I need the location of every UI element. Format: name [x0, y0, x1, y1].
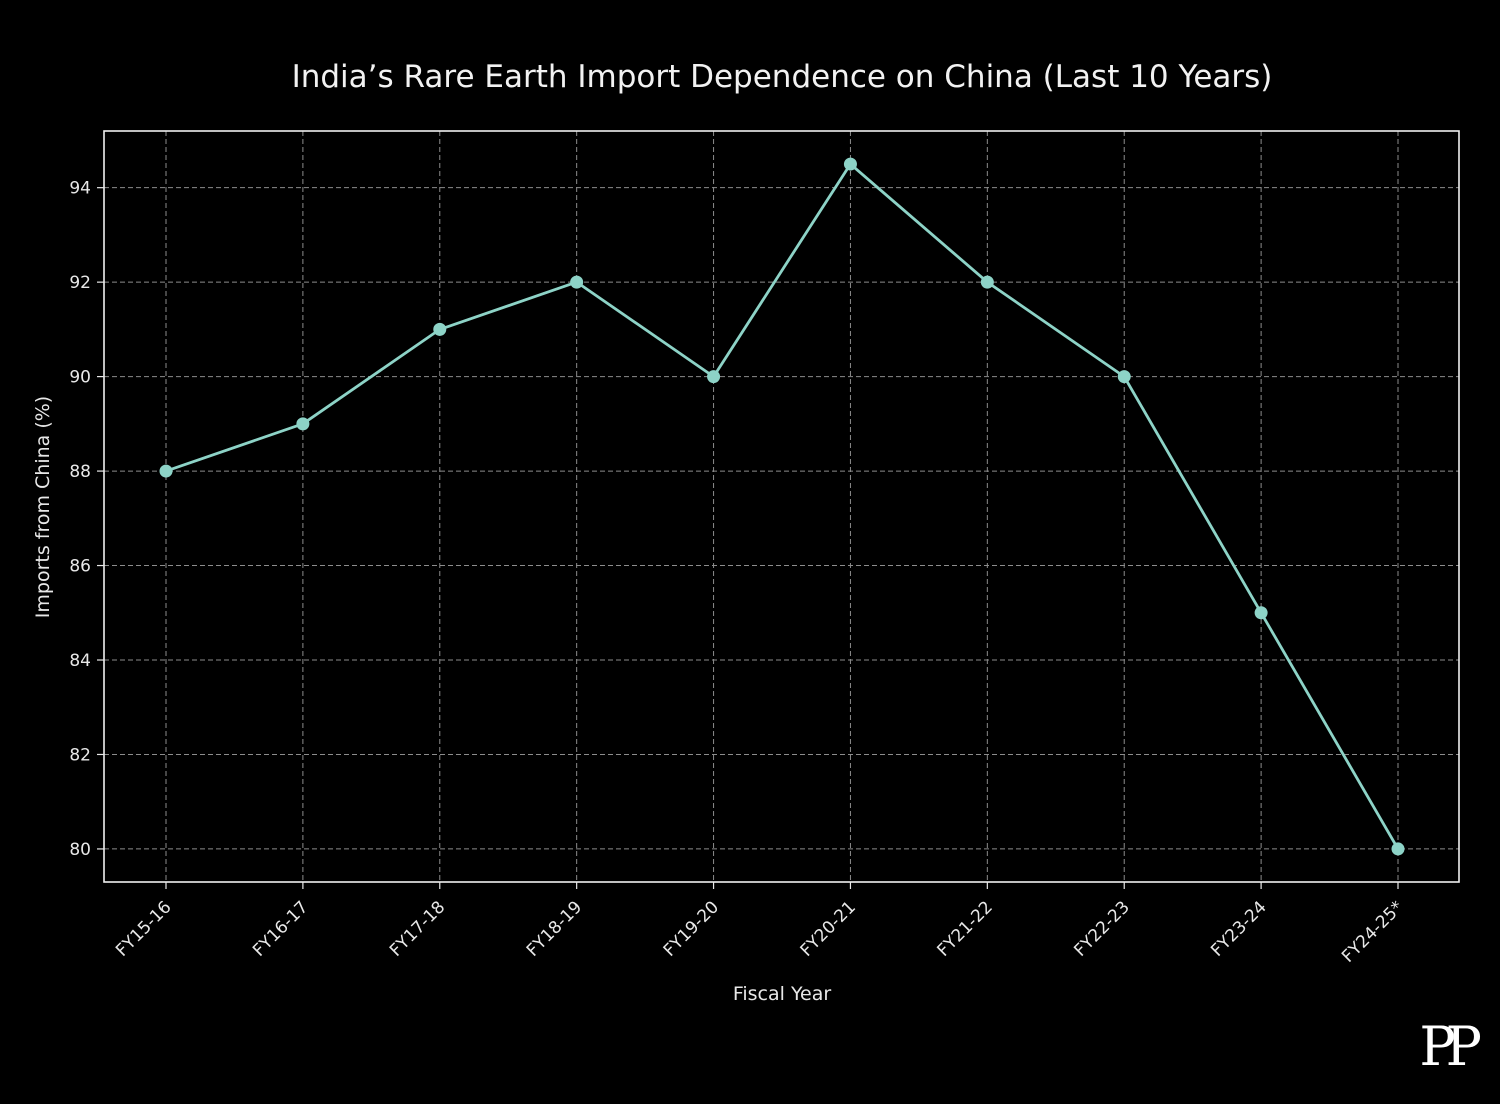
data-point-fy17-18 [433, 322, 447, 336]
x-tick-label: FY19-20 [660, 897, 723, 960]
grid-lines [104, 131, 1459, 882]
x-tick-label: FY21-22 [934, 897, 997, 960]
publisher-logo: PP [1419, 1015, 1482, 1078]
data-point-fy20-21 [843, 157, 857, 171]
y-tick-label: 84 [69, 651, 91, 671]
y-tick-label: 86 [69, 557, 91, 577]
y-tick-label: 92 [69, 273, 91, 293]
x-tick-label: FY20-21 [797, 897, 860, 960]
data-point-fy19-20 [707, 370, 721, 384]
data-point-fy15-16 [159, 464, 173, 478]
data-point-fy21-22 [980, 275, 994, 289]
series-layer [159, 157, 1405, 856]
y-tick-label: 88 [69, 462, 91, 482]
x-tick-label: FY23-24 [1207, 897, 1270, 960]
data-point-fy24-25 [1391, 842, 1405, 856]
y-tick-label: 82 [69, 745, 91, 765]
chart-title: India’s Rare Earth Import Dependence on … [292, 59, 1273, 95]
x-tick-label: FY18-19 [523, 897, 586, 960]
y-axis-label: Imports from China (%) [32, 396, 54, 618]
plot-area-frame [103, 130, 1460, 883]
data-point-fy16-17 [296, 417, 310, 431]
x-tick-label: FY16-17 [249, 897, 312, 960]
x-tick-label: FY24-25* [1338, 897, 1407, 966]
y-tick-label: 90 [69, 368, 91, 388]
x-tick-label: FY17-18 [386, 897, 449, 960]
y-tick-label: 80 [69, 840, 91, 860]
series-line [165, 162, 1400, 850]
data-point-fy23-24 [1254, 606, 1268, 620]
y-axis-ticks: 80 82 84 86 88 90 92 94 [69, 179, 104, 860]
y-tick-label: 94 [69, 179, 91, 199]
x-tick-label: FY15-16 [112, 897, 175, 960]
data-point-fy18-19 [570, 275, 584, 289]
x-axis-ticks: FY15-16 FY16-17 FY17-18 FY18-19 FY19-20 FY20-… [112, 882, 1408, 967]
data-point-fy22-23 [1117, 370, 1131, 384]
x-tick-label: FY22-23 [1070, 897, 1133, 960]
x-axis-label: Fiscal Year [733, 983, 832, 1005]
